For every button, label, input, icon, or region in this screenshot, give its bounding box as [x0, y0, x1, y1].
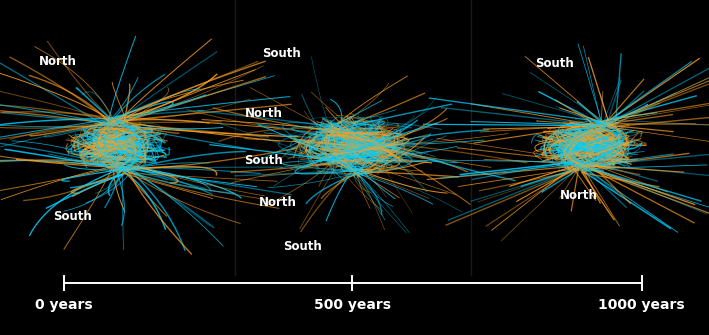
Text: South: South: [53, 210, 92, 222]
Text: North: North: [560, 190, 598, 202]
Text: 0 years: 0 years: [35, 298, 93, 312]
Text: North: North: [245, 108, 282, 120]
Text: North: North: [39, 56, 77, 68]
Text: South: South: [535, 57, 574, 70]
Text: North: North: [259, 196, 296, 209]
Text: South: South: [284, 240, 323, 253]
Text: South: South: [245, 154, 284, 167]
Text: South: South: [262, 47, 301, 60]
Text: 500 years: 500 years: [314, 298, 391, 312]
Text: 1000 years: 1000 years: [598, 298, 685, 312]
